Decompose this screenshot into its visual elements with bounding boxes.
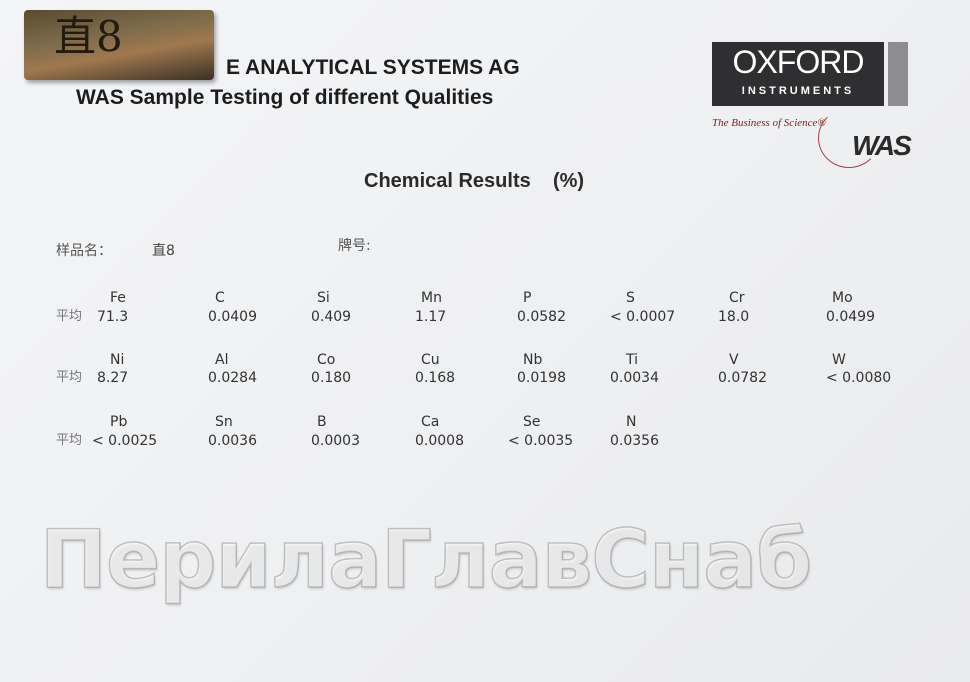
was-logo-mark: WAS — [852, 130, 912, 161]
element-symbol: C — [215, 290, 225, 306]
element-value: 0.0198 — [517, 370, 566, 386]
element-symbol: P — [523, 290, 532, 306]
element-symbol: Ca — [421, 414, 440, 430]
element-symbol: Si — [317, 290, 330, 306]
element-symbol: N — [626, 414, 637, 430]
sample-name-label: 样品名： — [56, 243, 112, 259]
element-value: 0.0409 — [208, 309, 257, 325]
element-symbol: Cu — [421, 352, 440, 368]
element-symbol: Co — [317, 352, 336, 368]
element-value: < 0.0080 — [826, 370, 892, 386]
sample-tag-text: 直8 — [54, 12, 123, 61]
average-label: 平均 — [56, 370, 83, 385]
element-symbol: Cr — [729, 290, 745, 306]
element-symbol: Se — [523, 414, 541, 430]
watermark: ПерилаГлавСнаб — [39, 513, 813, 606]
element-value: 0.0499 — [826, 309, 875, 325]
element-value: < 0.0035 — [508, 433, 574, 449]
sample-name-value: 直8 — [152, 243, 175, 259]
element-value: < 0.0007 — [610, 309, 676, 325]
element-value: < 0.0025 — [92, 433, 158, 449]
element-value: 0.0034 — [610, 370, 659, 386]
oxford-logo-box — [712, 42, 884, 106]
element-symbol: W — [832, 352, 846, 368]
element-value: 0.0008 — [415, 433, 464, 449]
element-value: 0.0036 — [208, 433, 257, 449]
element-symbol: B — [317, 414, 327, 430]
element-value: 71.3 — [97, 309, 129, 325]
element-value: 0.180 — [311, 370, 352, 386]
sample-tag-photo: 直8 — [24, 10, 214, 80]
grade-label: 牌号: — [338, 238, 371, 254]
oxford-logo-bar — [888, 42, 908, 106]
element-value: 0.0284 — [208, 370, 257, 386]
element-value: 18.0 — [718, 309, 750, 325]
element-symbol: Ti — [626, 352, 639, 368]
element-value: 0.0003 — [311, 433, 360, 449]
average-label: 平均 — [56, 433, 83, 448]
page-title: Chemical Results (%) — [364, 170, 585, 192]
oxford-tagline: The Business of Science® — [712, 117, 826, 129]
element-symbol: Pb — [110, 414, 128, 430]
element-value: 0.0582 — [517, 309, 566, 325]
element-value: 0.0782 — [718, 370, 767, 386]
oxford-logo-name: OXFORD — [732, 44, 865, 80]
element-value: 0.409 — [311, 309, 352, 325]
oxford-logo-subtitle: INSTRUMENTS — [741, 85, 855, 97]
element-symbol: Al — [215, 352, 229, 368]
swoosh-icon — [818, 108, 880, 168]
report-subtitle: WAS Sample Testing of different Qualitie… — [76, 86, 494, 109]
element-value: 8.27 — [97, 370, 129, 386]
element-symbol: Mn — [421, 290, 442, 306]
element-symbol: Ni — [110, 352, 125, 368]
element-symbol: Sn — [215, 414, 233, 430]
element-symbol: V — [729, 352, 739, 368]
company-name: E ANALYTICAL SYSTEMS AG — [226, 56, 520, 79]
element-symbol: S — [626, 290, 635, 306]
element-value: 0.0356 — [610, 433, 659, 449]
element-symbol: Fe — [110, 290, 126, 306]
element-value: 0.168 — [415, 370, 456, 386]
element-symbol: Nb — [523, 352, 543, 368]
element-value: 1.17 — [415, 309, 447, 325]
average-label: 平均 — [56, 309, 83, 324]
element-symbol: Mo — [832, 290, 853, 306]
